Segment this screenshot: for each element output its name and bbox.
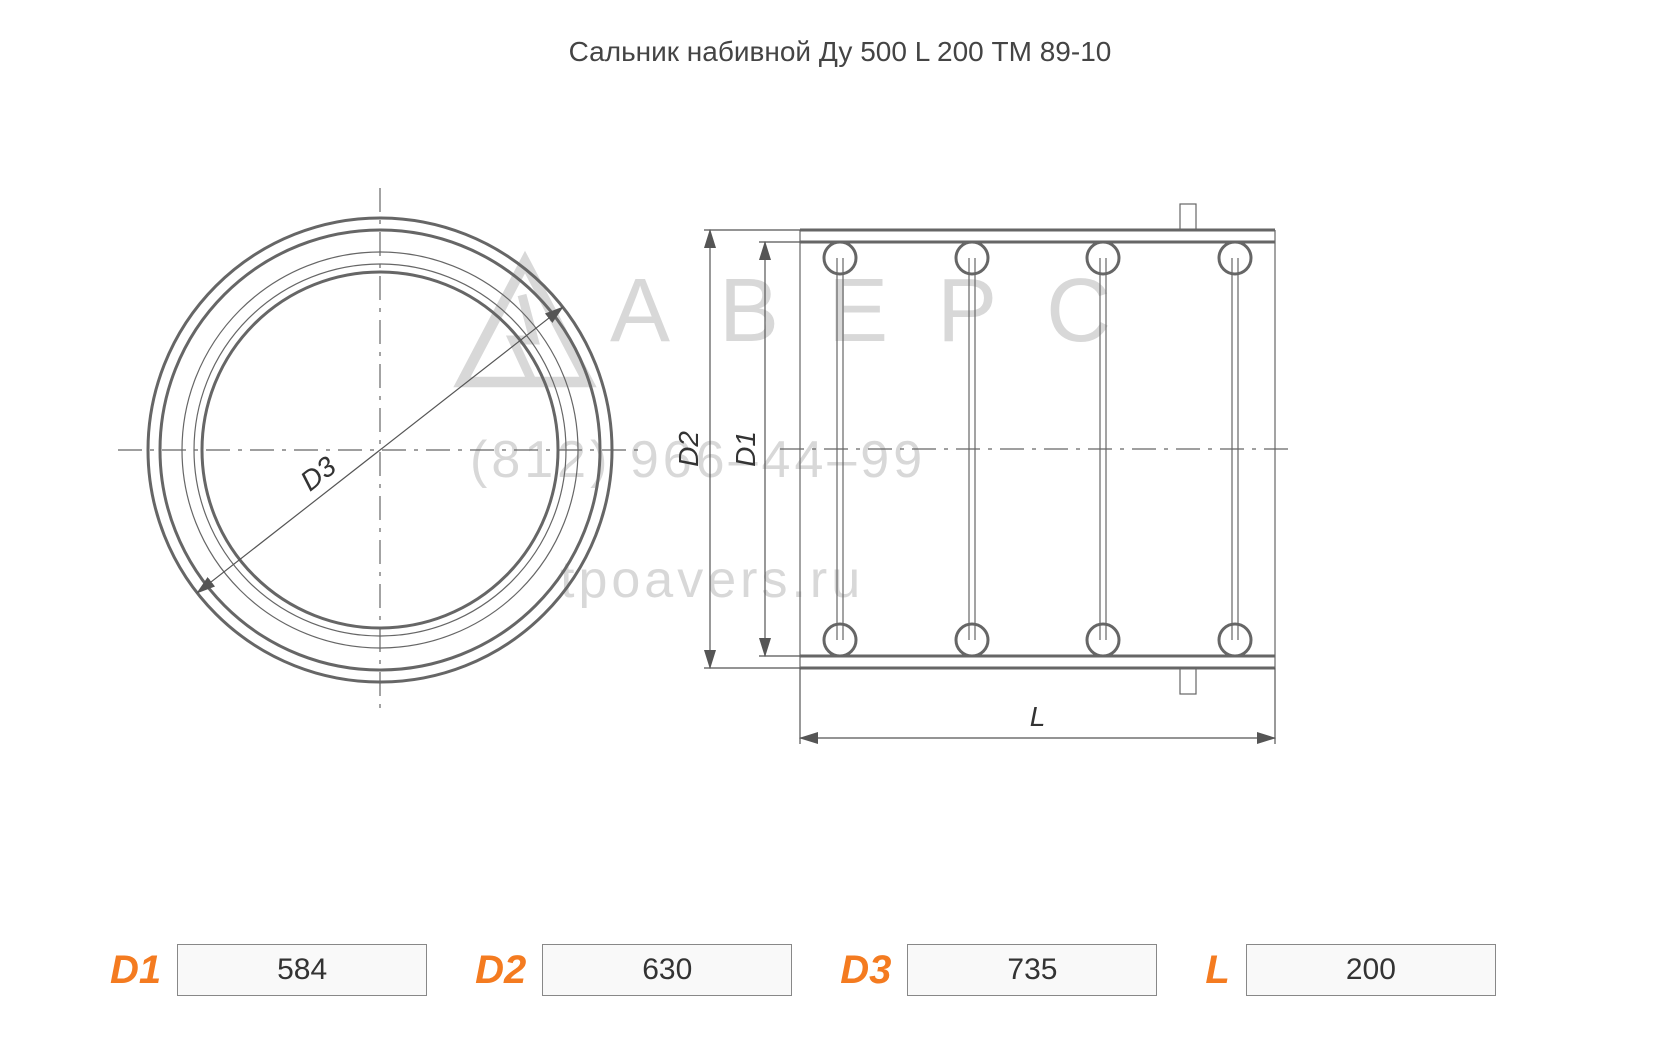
dim-label-d2: D2 xyxy=(475,948,526,993)
drawing-title: Сальник набивной Ду 500 L 200 ТМ 89-10 xyxy=(0,36,1680,68)
dim-label-d3: D3 xyxy=(840,948,891,993)
svg-text:D3: D3 xyxy=(294,450,342,497)
dim-value-d3: 735 xyxy=(907,944,1157,996)
dimension-table: D1 584 D2 630 D3 735 L 200 xyxy=(110,944,1570,996)
svg-text:D2: D2 xyxy=(673,431,704,467)
svg-text:D1: D1 xyxy=(730,431,761,467)
dim-label-l: L xyxy=(1205,948,1229,993)
dim-value-d2: 630 xyxy=(542,944,792,996)
technical-drawing-svg: D3 D2 D1 L xyxy=(100,130,1580,850)
dim-label-d1: D1 xyxy=(110,948,161,993)
dim-value-l: 200 xyxy=(1246,944,1496,996)
svg-text:L: L xyxy=(1030,701,1046,732)
drawing-area: А В Е Р С (812) 966–44–99 tpoavers.ru D3… xyxy=(100,130,1580,850)
dim-value-d1: 584 xyxy=(177,944,427,996)
